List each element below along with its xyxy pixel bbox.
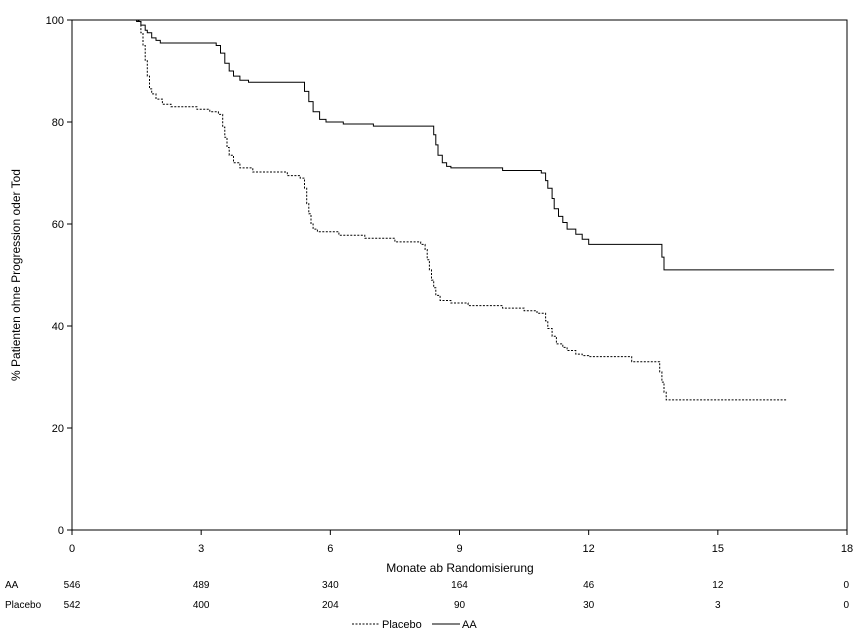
y-tick-label: 60 <box>52 219 64 231</box>
legend-label-placebo: Placebo <box>382 619 422 631</box>
legend: Placebo AA <box>352 619 477 631</box>
risk-count: 204 <box>322 600 339 611</box>
y-tick-label: 0 <box>58 525 64 537</box>
y-tick-label: 100 <box>46 15 64 27</box>
y-tick-label: 20 <box>52 423 64 435</box>
risk-row-label: AA <box>5 580 19 591</box>
y-tick-label: 40 <box>52 321 64 333</box>
x-tick-label: 0 <box>69 543 75 555</box>
x-tick-label: 12 <box>583 543 595 555</box>
risk-count: 0 <box>843 580 849 591</box>
series-line-placebo <box>72 19 787 401</box>
risk-count: 400 <box>193 600 210 611</box>
x-axis: 0 3 6 9 12 15 18 <box>69 530 853 555</box>
risk-count: 489 <box>193 580 210 591</box>
risk-count: 546 <box>64 580 81 591</box>
risk-count: 164 <box>451 580 468 591</box>
legend-label-aa: AA <box>462 619 477 631</box>
risk-count: 542 <box>64 600 81 611</box>
y-tick-label: 80 <box>52 117 64 129</box>
x-tick-label: 15 <box>712 543 724 555</box>
risk-count: 46 <box>583 580 595 591</box>
survival-curves <box>72 19 835 401</box>
plot-frame <box>71 19 848 531</box>
risk-count: 0 <box>843 600 849 611</box>
y-axis-title: % Patienten ohne Progression oder Tod <box>9 169 23 381</box>
series-line-aa <box>72 19 835 271</box>
risk-count: 12 <box>712 580 724 591</box>
risk-count: 340 <box>322 580 339 591</box>
risk-count: 30 <box>583 600 595 611</box>
x-tick-label: 6 <box>327 543 333 555</box>
x-tick-label: 18 <box>841 543 853 555</box>
x-tick-label: 9 <box>456 543 462 555</box>
risk-count: 90 <box>454 600 466 611</box>
y-axis: 0 20 40 60 80 100 <box>46 15 72 537</box>
risk-row-label: Placebo <box>5 600 42 611</box>
risk-count: 3 <box>715 600 721 611</box>
x-tick-label: 3 <box>198 543 204 555</box>
x-axis-title: Monate ab Randomisierung <box>386 561 533 575</box>
